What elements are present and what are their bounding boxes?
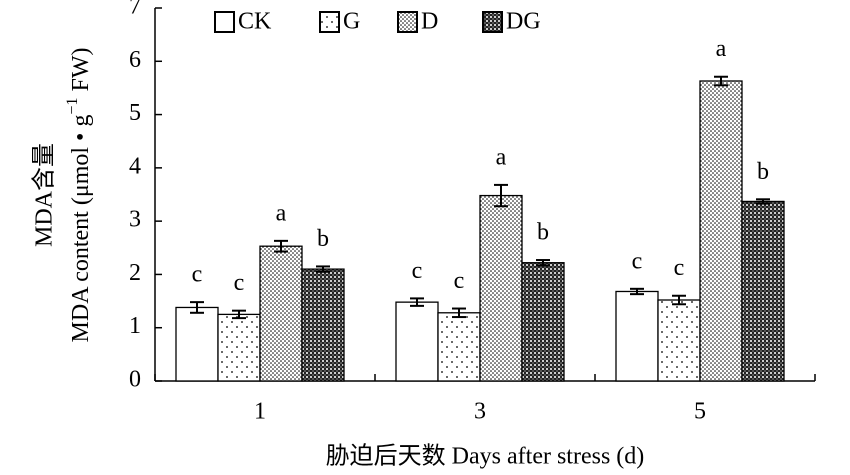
y-tick-label: 2 [129, 260, 141, 286]
error-bar [714, 75, 728, 87]
error-bar [756, 198, 770, 205]
legend-swatch [214, 11, 235, 33]
legend-label: CK [238, 9, 272, 35]
legend-swatch [319, 11, 340, 33]
significance-letter: b [757, 159, 769, 185]
x-tick-label: 5 [694, 399, 706, 425]
y-axis-title: MDA含量 [31, 143, 58, 247]
y-axis-title-part: MDA content (μmol • g [68, 115, 94, 343]
error-bar [232, 309, 246, 320]
significance-letter: c [412, 258, 423, 284]
significance-letter: b [537, 220, 549, 246]
y-tick-label: 7 [129, 0, 141, 20]
legend-label: G [343, 9, 360, 35]
significance-letter: c [234, 270, 245, 296]
y-tick-label: 3 [129, 207, 141, 233]
significance-letter: c [454, 268, 465, 294]
bar [479, 194, 523, 382]
y-tick-label: 5 [129, 100, 141, 126]
error-bar [672, 294, 686, 306]
y-tick-label: 4 [129, 153, 141, 179]
bar [699, 80, 743, 382]
error-bar [316, 265, 330, 273]
error-bar [494, 183, 508, 208]
y-tick-label: 1 [129, 313, 141, 339]
legend-swatch [397, 11, 418, 33]
legend-label: DG [506, 9, 541, 35]
bar [395, 301, 439, 382]
significance-letter: b [317, 226, 329, 252]
x-tick-label: 3 [474, 399, 486, 425]
legend-swatch [482, 11, 503, 33]
bar [615, 290, 659, 382]
y-axis-title-part: FW) [68, 48, 94, 98]
bar [175, 306, 219, 382]
significance-letter: a [716, 36, 727, 62]
significance-letter: c [674, 255, 685, 281]
y-tick-label: 0 [129, 367, 141, 393]
bar [657, 299, 701, 382]
bar [521, 262, 565, 382]
y-axis-title: MDA content (μmol • g−1 FW) [64, 48, 94, 343]
bar [259, 245, 303, 382]
significance-letter: c [632, 248, 643, 274]
bar [437, 312, 481, 382]
plot-area: 0 1 2 3 4 5 6 7 1 c c a b 3 c c a b 5 c c a b [129, 0, 816, 425]
x-tick-label: 1 [254, 399, 266, 425]
error-bar [452, 307, 466, 319]
error-bar [410, 297, 424, 307]
error-bar [630, 287, 644, 296]
y-axis-title-sup: −1 [64, 98, 81, 115]
significance-letter: c [192, 262, 203, 288]
error-bar [536, 259, 550, 267]
bar [741, 200, 785, 382]
significance-letter: a [276, 200, 287, 226]
x-axis-title: 胁迫后天数 Days after stress (d) [326, 443, 645, 470]
bar [217, 313, 261, 382]
y-tick-label: 6 [129, 47, 141, 73]
legend-label: D [421, 9, 438, 35]
error-bar [190, 301, 204, 314]
error-bar [274, 239, 288, 253]
bar [301, 268, 345, 382]
significance-letter: a [496, 144, 507, 170]
